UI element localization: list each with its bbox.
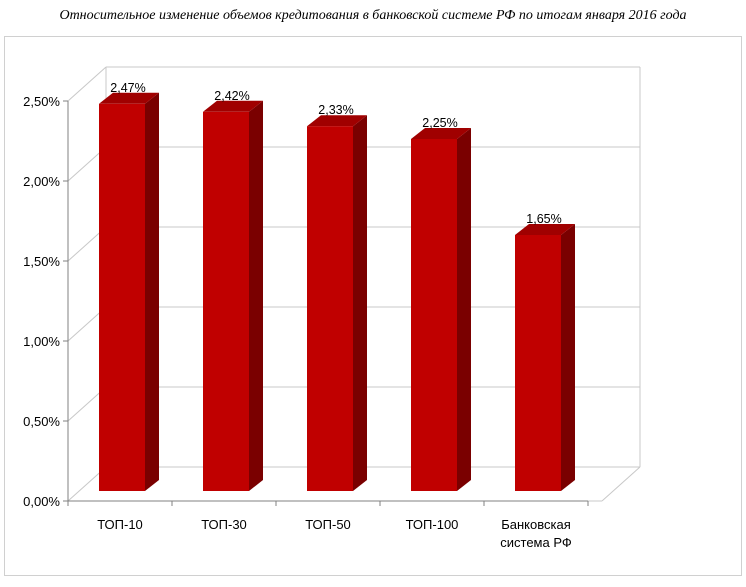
- bar: [203, 111, 249, 492]
- x-tick-label: ТОП-30: [201, 517, 247, 532]
- y-tick-label: 1,50%: [23, 254, 60, 269]
- x-tick-label: Банковская система РФ: [500, 517, 572, 550]
- y-tick-label: 2,00%: [23, 174, 60, 189]
- x-tick-label: ТОП-10: [97, 517, 143, 532]
- bar-top: [515, 224, 575, 235]
- bar: [411, 139, 457, 491]
- bar-side: [249, 100, 263, 492]
- y-tick-label: 1,00%: [23, 334, 60, 349]
- bar-top: [203, 100, 263, 112]
- bar-top: [307, 115, 367, 127]
- bar-top: [99, 92, 159, 104]
- y-tick-label: 0,50%: [23, 414, 60, 429]
- bar-side: [353, 115, 367, 491]
- floor-right-edge: [601, 466, 641, 502]
- gridline-depth: [67, 66, 107, 102]
- data-label: 2,33%: [318, 103, 353, 117]
- bar: [99, 103, 145, 492]
- y-tick-label: 0,00%: [23, 494, 60, 509]
- bar-side: [457, 128, 471, 491]
- bar: [307, 126, 353, 491]
- data-label: 1,65%: [526, 212, 561, 226]
- bar-top: [411, 128, 471, 139]
- chart-title: Относительное изменение объемов кредитов…: [59, 8, 687, 23]
- data-label: 2,42%: [214, 89, 249, 103]
- x-tick-label: ТОП-50: [305, 517, 351, 532]
- y-tick-label: 2,50%: [23, 94, 60, 109]
- bar-side: [561, 224, 575, 491]
- bar: [515, 235, 561, 491]
- data-label: 2,47%: [110, 81, 145, 95]
- chart-frame: [4, 36, 742, 576]
- x-tick-label: ТОП-100: [406, 517, 459, 532]
- bar-side: [145, 92, 159, 492]
- data-label: 2,25%: [422, 116, 457, 130]
